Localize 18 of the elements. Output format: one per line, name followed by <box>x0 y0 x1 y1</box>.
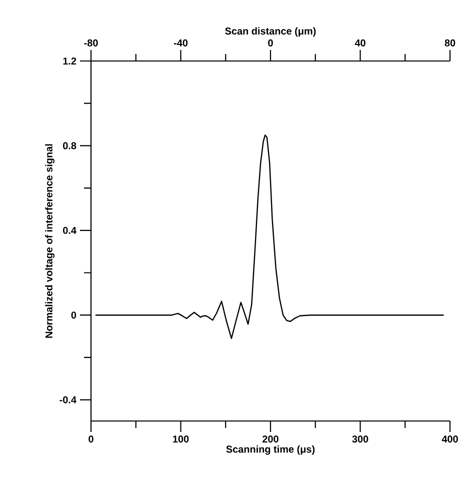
x-tick-label: 0 <box>88 436 94 443</box>
x2-tick-label: -80 <box>84 39 98 46</box>
x2-tick-label: 80 <box>444 39 456 46</box>
x-tick-label: 400 <box>442 436 458 443</box>
x-tick-label: 200 <box>262 436 278 443</box>
x2-tick-label: 0 <box>268 39 273 46</box>
x-tick-label: 300 <box>352 436 368 443</box>
x-axis-title: Scanning time (μs) <box>226 445 315 455</box>
y-tick-label: 1.2 <box>63 58 76 64</box>
y-tick-label: 0.4 <box>63 226 76 234</box>
y-tick-label: -0.4 <box>60 396 76 404</box>
y-axis-title: Normalized voltage of interference signal <box>45 144 54 338</box>
x2-tick-label: 40 <box>354 39 366 46</box>
y-tick-label: 0.8 <box>63 142 76 150</box>
x2-tick-label: -40 <box>174 39 188 46</box>
y-tick-label: 0 <box>71 312 76 319</box>
x2-axis-title: Scan distance (μm) <box>225 27 316 37</box>
x-tick-label: 100 <box>173 436 189 443</box>
